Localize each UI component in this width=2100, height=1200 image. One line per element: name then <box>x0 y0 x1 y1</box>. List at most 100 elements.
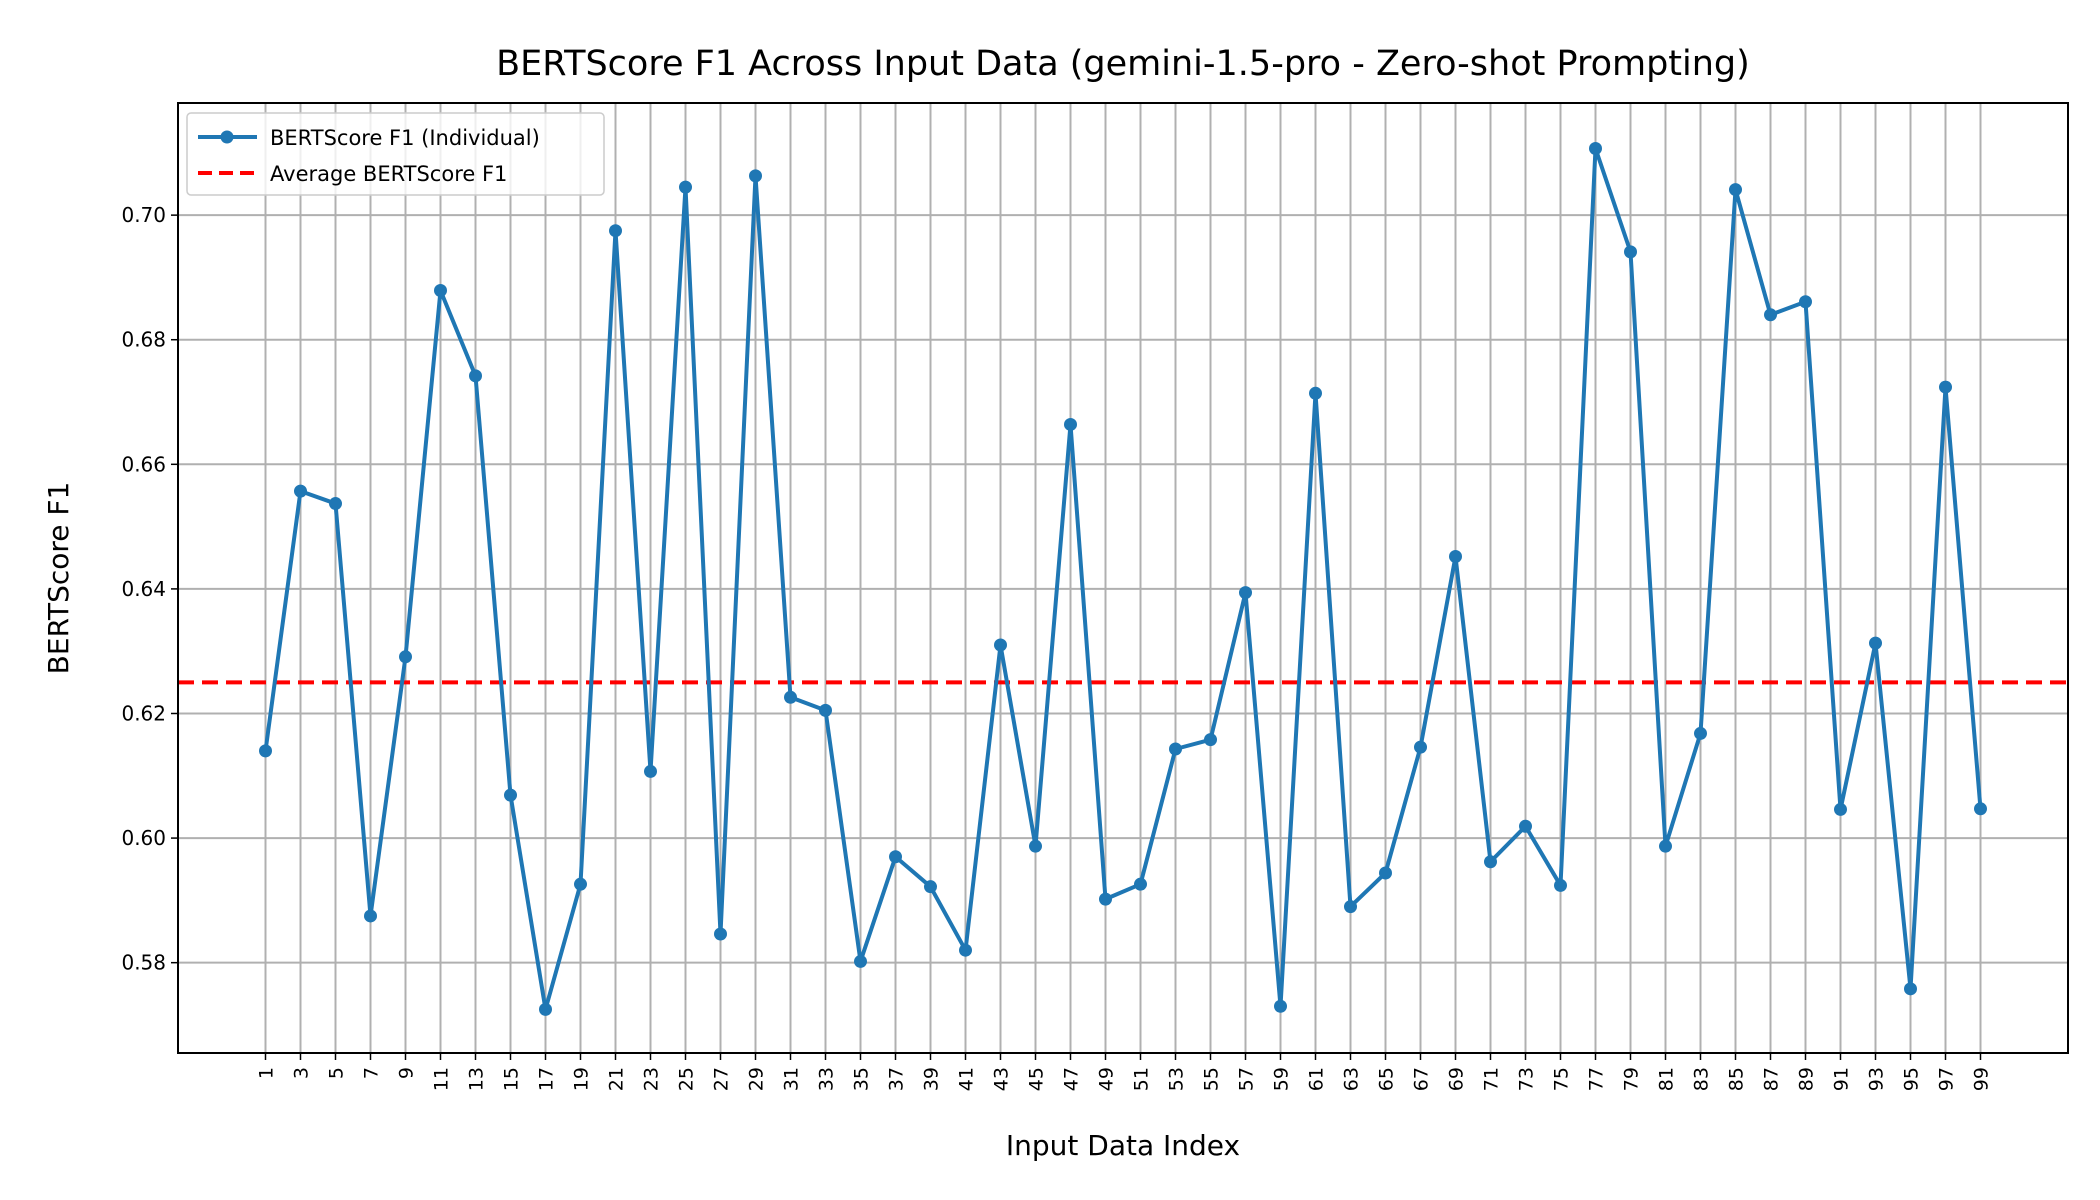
data-point <box>1099 892 1112 906</box>
x-tick-label: 39 <box>921 1067 943 1091</box>
data-point <box>1659 839 1672 853</box>
x-tick-label: 27 <box>711 1067 733 1091</box>
data-point <box>1589 141 1602 155</box>
data-point <box>1239 586 1252 600</box>
x-tick-label: 89 <box>1796 1067 1818 1091</box>
x-tick-label: 25 <box>676 1067 698 1091</box>
x-tick-label: 35 <box>851 1067 873 1091</box>
x-tick-label: 3 <box>291 1067 313 1079</box>
y-tick-label: 0.58 <box>121 951 166 975</box>
x-tick-label: 95 <box>1901 1067 1923 1091</box>
plot-frame <box>177 102 2069 1054</box>
data-point <box>504 788 517 802</box>
x-tick-label: 63 <box>1341 1067 1363 1091</box>
x-tick-label: 49 <box>1096 1067 1118 1091</box>
data-point <box>819 703 832 717</box>
data-point <box>1694 726 1707 740</box>
data-point <box>749 169 762 183</box>
legend-box <box>186 112 605 196</box>
x-tick-label: 71 <box>1481 1067 1503 1091</box>
x-tick-label: 5 <box>326 1067 348 1079</box>
data-point <box>1379 866 1392 880</box>
data-point <box>1764 308 1777 322</box>
x-tick-label: 55 <box>1201 1067 1223 1091</box>
data-point <box>399 650 412 664</box>
data-point <box>1939 380 1952 394</box>
x-tick-label: 13 <box>466 1067 488 1091</box>
legend-average-label: Average BERTScore F1 <box>270 162 507 186</box>
series-line <box>263 146 1983 1012</box>
series-layer <box>259 141 1987 1016</box>
x-axis-ticks: 1 3 5 7 9 11 13 15 17 19 21 23 25 27 29 31 33 35 37 39 41 43 4… <box>256 1053 1993 1091</box>
data-point <box>1274 999 1287 1013</box>
data-point <box>1624 245 1637 259</box>
x-tick-label: 11 <box>431 1067 453 1091</box>
y-tick-label: 0.62 <box>121 701 166 725</box>
x-tick-label: 99 <box>1971 1067 1993 1091</box>
data-point <box>1484 855 1497 869</box>
x-tick-label: 73 <box>1516 1067 1538 1091</box>
data-point <box>1169 742 1182 756</box>
data-point <box>1134 877 1147 891</box>
data-point <box>1344 900 1357 914</box>
x-axis-label: Input Data Index <box>1006 1129 1240 1162</box>
y-axis-label: BERTScore F1 <box>42 482 75 675</box>
x-tick-label: 9 <box>396 1067 418 1079</box>
data-point <box>1554 878 1567 892</box>
y-tick-label: 0.70 <box>121 203 166 227</box>
data-point <box>714 927 727 941</box>
data-point <box>434 284 447 298</box>
x-tick-label: 61 <box>1306 1067 1328 1091</box>
data-point <box>1799 295 1812 309</box>
x-tick-label: 91 <box>1831 1067 1853 1091</box>
x-tick-label: 83 <box>1691 1067 1713 1091</box>
x-tick-label: 1 <box>256 1067 278 1079</box>
x-tick-label: 19 <box>571 1067 593 1091</box>
x-tick-label: 65 <box>1376 1067 1398 1091</box>
data-point <box>329 497 342 511</box>
y-tick-label: 0.60 <box>121 826 166 850</box>
x-tick-label: 85 <box>1726 1067 1748 1091</box>
data-point <box>469 369 482 383</box>
data-point <box>679 180 692 194</box>
x-tick-label: 7 <box>361 1067 383 1079</box>
data-point <box>1834 802 1847 816</box>
data-point <box>889 850 902 864</box>
x-tick-label: 47 <box>1061 1067 1083 1091</box>
y-axis-ticks: 0.58 0.60 0.62 0.64 0.66 0.68 0.70 <box>121 203 178 975</box>
x-tick-label: 53 <box>1166 1067 1188 1091</box>
grid-lines <box>178 103 2068 1053</box>
x-tick-label: 33 <box>816 1067 838 1091</box>
data-point <box>1029 839 1042 853</box>
data-point <box>1064 417 1077 431</box>
x-tick-label: 87 <box>1761 1067 1783 1091</box>
x-tick-label: 41 <box>956 1067 978 1091</box>
legend: BERTScore F1 (Individual) Average BERTSc… <box>186 112 605 196</box>
x-tick-label: 59 <box>1271 1067 1293 1091</box>
x-tick-label: 93 <box>1866 1067 1888 1091</box>
data-point <box>1309 386 1322 400</box>
x-tick-label: 77 <box>1586 1067 1608 1091</box>
x-tick-label: 57 <box>1236 1067 1258 1091</box>
x-tick-label: 43 <box>991 1067 1013 1091</box>
x-tick-label: 51 <box>1131 1067 1153 1091</box>
x-tick-label: 17 <box>536 1067 558 1091</box>
data-point <box>854 954 867 968</box>
data-point <box>259 744 272 758</box>
y-tick-label: 0.66 <box>121 452 166 476</box>
data-point <box>1414 740 1427 754</box>
x-tick-label: 69 <box>1446 1067 1468 1091</box>
x-tick-label: 31 <box>781 1067 803 1091</box>
legend-series-label: BERTScore F1 (Individual) <box>270 126 540 150</box>
data-point <box>644 764 657 778</box>
x-tick-label: 15 <box>501 1067 523 1091</box>
data-point <box>1729 183 1742 197</box>
data-point <box>364 909 377 923</box>
data-point <box>1974 802 1987 816</box>
x-tick-label: 67 <box>1411 1067 1433 1091</box>
x-tick-label: 23 <box>641 1067 663 1091</box>
data-point <box>539 1002 552 1016</box>
data-point <box>924 880 937 894</box>
